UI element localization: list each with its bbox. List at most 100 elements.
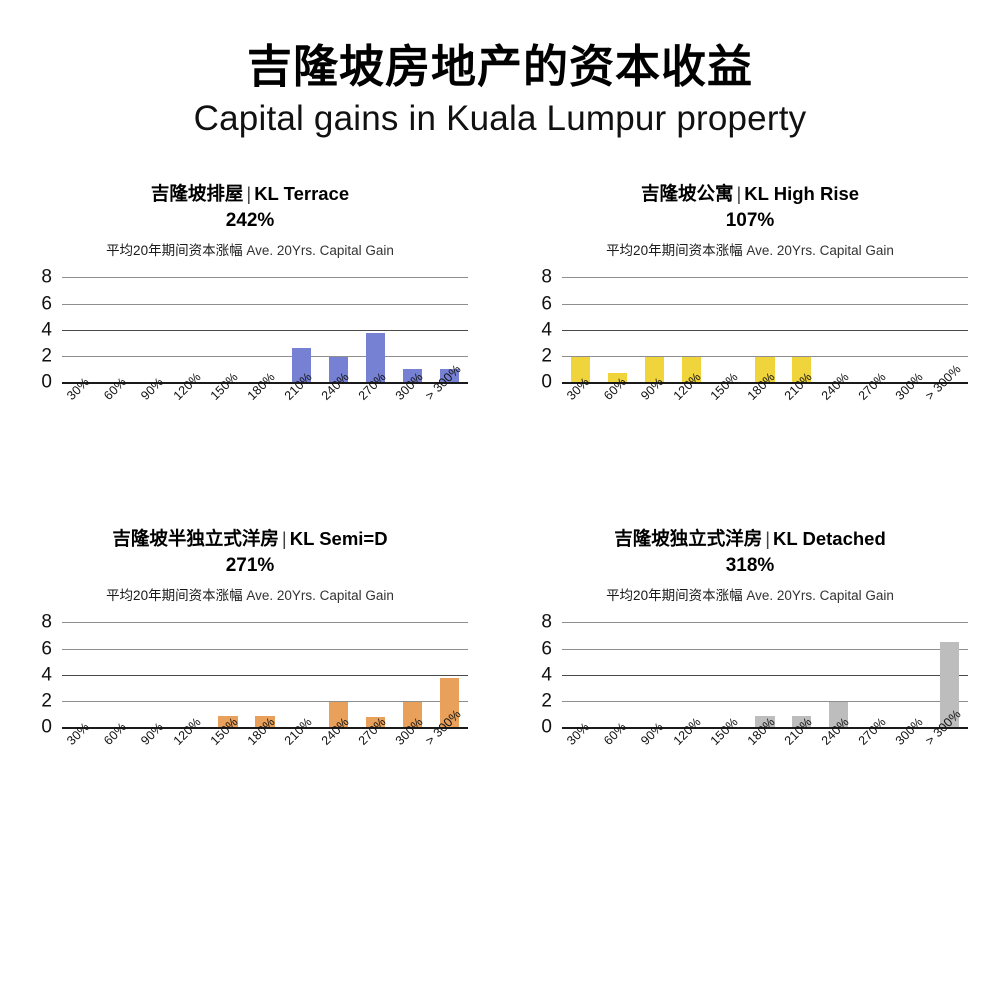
panel-subtitle-cn: 平均20年期间资本涨幅 — [606, 243, 743, 259]
panel-title-cn: 吉隆坡排屋 — [150, 183, 244, 205]
bar[interactable] — [792, 357, 812, 383]
bar[interactable] — [829, 702, 849, 728]
y-axis-tick: 4 — [541, 319, 552, 341]
y-axis-tick: 0 — [541, 371, 552, 393]
x-axis-tick-slot: 180% — [245, 370, 284, 443]
panel-value-kl-terrace: 242% — [225, 210, 275, 232]
bar[interactable] — [403, 702, 423, 728]
bar[interactable] — [681, 357, 701, 383]
x-axis-tick-slot: > 300% — [922, 362, 968, 443]
x-axis-tick-slot: 240% — [318, 370, 357, 443]
bar-slot — [62, 622, 99, 727]
panel-subtitle-kl-high-rise: 平均20年期间资本涨幅 Ave. 20Yrs. Capital Gain — [526, 243, 974, 259]
bar-slot — [136, 277, 173, 382]
chart-panel-grid: 吉隆坡排屋 | KL Terrace 242% 平均20年期间资本涨幅 Ave. 20Y… — [0, 182, 1000, 872]
panel-subtitle-kl-detached: 平均20年期间资本涨幅 Ave. 20Yrs. Capital Gain — [526, 588, 974, 604]
bar[interactable] — [218, 715, 238, 728]
bar-slot — [210, 277, 247, 382]
bar-slot — [320, 277, 357, 383]
x-axis-tick-slot: 240% — [818, 370, 857, 443]
panel-header-kl-semi-d: 吉隆坡半独立式洋房 | KL Semi=D 271% 平均20年期间资本涨幅 Ave. … — [26, 527, 474, 604]
panel-title-separator: | — [281, 528, 287, 550]
panel-title-cn: 吉隆坡公寓 — [640, 183, 734, 205]
y-axis-tick: 2 — [41, 345, 52, 367]
bar[interactable] — [439, 677, 460, 728]
y-axis-tick: 4 — [41, 319, 52, 341]
panel-value-kl-semi-d: 271% — [225, 555, 275, 577]
x-axis-tick-slot: > 300% — [422, 707, 468, 788]
x-axis-tick-slot: 30% — [62, 720, 99, 788]
bar[interactable] — [292, 348, 312, 383]
bar-slot — [99, 277, 136, 382]
bar[interactable] — [329, 357, 349, 383]
panel-subtitle-kl-semi-d: 平均20年期间资本涨幅 Ave. 20Yrs. Capital Gain — [26, 588, 474, 604]
panel-value-kl-high-rise: 107% — [725, 210, 775, 232]
panel-header-kl-terrace: 吉隆坡排屋 | KL Terrace 242% 平均20年期间资本涨幅 Ave. 20Y… — [26, 182, 474, 259]
bar-slot — [283, 622, 320, 727]
panel-title-separator: | — [246, 183, 252, 205]
x-axis-tick-slot: 270% — [855, 715, 894, 788]
x-axis-tick-slot: 120% — [171, 370, 210, 443]
bar[interactable] — [792, 715, 812, 728]
bar[interactable] — [439, 369, 460, 383]
bar-slot — [747, 277, 784, 383]
bar-slot — [710, 277, 747, 382]
bar[interactable] — [939, 642, 960, 728]
panel-header-kl-high-rise: 吉隆坡公寓 | KL High Rise 107% 平均20年期间资本涨幅 Ave. 2… — [526, 182, 974, 259]
bar-slot — [894, 622, 931, 727]
bar[interactable] — [755, 715, 775, 728]
bar-slot — [783, 277, 820, 383]
gridline — [62, 277, 468, 279]
bar[interactable] — [570, 357, 591, 383]
x-axis-line — [62, 382, 468, 384]
x-axis-tick-slot: 240% — [818, 715, 857, 788]
x-axis-tick-slot: 30% — [562, 720, 599, 788]
bar[interactable] — [329, 702, 349, 728]
bar-chart-kl-terrace: 8 6 4 2 0 30% 60% 90% 120% 150% 180% 210% 240% 270% 30… — [32, 268, 474, 403]
x-axis-tick-slot: 60% — [599, 720, 636, 788]
gridline — [562, 622, 968, 624]
panel-subtitle-en: Ave. 20Yrs. Capital Gain — [742, 588, 894, 604]
bar[interactable] — [403, 369, 423, 383]
bar-slot — [747, 622, 784, 728]
bar-slot — [357, 277, 394, 383]
panel-title-kl-semi-d: 吉隆坡半独立式洋房 | KL Semi=D — [26, 527, 474, 551]
panel-title-kl-terrace: 吉隆坡排屋 | KL Terrace — [26, 182, 474, 206]
x-axis-kl-semi-d: 30% 60% 90% 120% 150% 180% 210% 240% 270% 300% > 3… — [62, 707, 468, 788]
y-axis-tick: 6 — [41, 638, 52, 660]
bar-slot — [562, 277, 599, 383]
x-axis-tick-slot: 270% — [855, 370, 894, 443]
x-axis-kl-high-rise: 30% 60% 90% 120% 150% 180% 210% 240% 270% 300% > 3… — [562, 362, 968, 443]
panel-subtitle-cn: 平均20年期间资本涨幅 — [106, 243, 243, 259]
bar[interactable] — [366, 716, 386, 728]
bar-slot — [931, 622, 968, 728]
y-axis-tick: 2 — [541, 345, 552, 367]
panel-subtitle-kl-terrace: 平均20年期间资本涨幅 Ave. 20Yrs. Capital Gain — [26, 243, 474, 259]
y-axis-tick: 6 — [41, 293, 52, 315]
bar[interactable] — [644, 357, 664, 383]
plot-area-kl-terrace — [62, 277, 468, 384]
y-axis-tick: 8 — [541, 266, 552, 288]
panel-subtitle-en: Ave. 20Yrs. Capital Gain — [742, 243, 894, 259]
gridline — [562, 277, 968, 279]
bar-slot — [99, 622, 136, 727]
bar-slot — [820, 277, 857, 382]
bar[interactable] — [607, 373, 627, 383]
x-axis-tick-slot: 90% — [636, 375, 673, 443]
bar[interactable] — [366, 332, 386, 383]
x-axis-tick-slot: 120% — [671, 715, 710, 788]
x-axis-tick-slot: 150% — [708, 715, 747, 788]
x-axis-tick-slot: 210% — [282, 715, 320, 788]
bar[interactable] — [755, 357, 775, 383]
bar-chart-kl-high-rise: 8 6 4 2 0 30% 60% 90% 120% 150% 180% 210% 240% 270% 30… — [532, 268, 974, 403]
bar[interactable] — [255, 715, 275, 728]
gridline — [562, 303, 968, 305]
bar-slot — [320, 622, 357, 728]
bar-slot — [431, 277, 468, 383]
x-axis-tick-slot: 60% — [99, 375, 136, 443]
bar-slot — [636, 277, 673, 383]
gridline — [62, 303, 468, 305]
chart-panel-kl-semi-d: 吉隆坡半独立式洋房 | KL Semi=D 271% 平均20年期间资本涨幅 Ave. … — [0, 527, 500, 872]
y-axis-kl-detached: 8 6 4 2 0 — [532, 613, 558, 737]
y-axis-tick: 8 — [41, 611, 52, 633]
